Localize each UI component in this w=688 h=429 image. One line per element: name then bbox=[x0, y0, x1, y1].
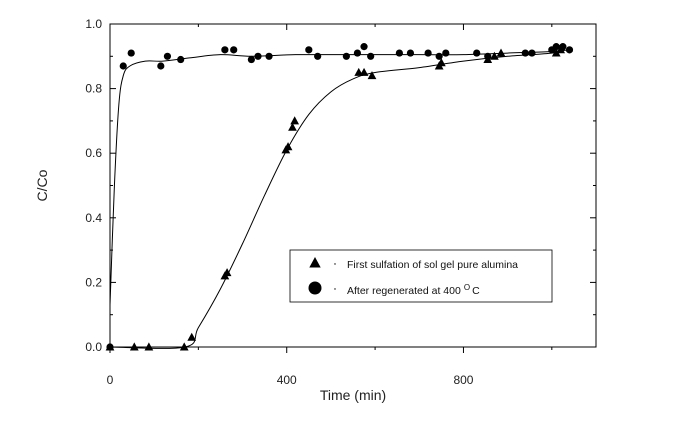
circle-point bbox=[528, 49, 536, 57]
circle-point bbox=[247, 55, 255, 64]
legend-line-dot bbox=[334, 263, 336, 265]
legend-box bbox=[289, 249, 553, 303]
circle-point bbox=[367, 52, 375, 60]
circle-point bbox=[552, 43, 560, 51]
triangle-point bbox=[288, 122, 297, 131]
circle-point bbox=[230, 46, 238, 54]
legend-entry-first-sulfation: First sulfation of sol gel pure alumina bbox=[347, 259, 518, 271]
data-points bbox=[105, 43, 574, 351]
circle-point bbox=[473, 49, 481, 57]
fit-curve-first-sulfation bbox=[109, 49, 566, 349]
triangle-point bbox=[144, 342, 154, 351]
circle-point bbox=[424, 49, 432, 57]
circle-point bbox=[342, 52, 350, 60]
axes: 0.0 0.2 0.4 0.6 0.8 1.0 0 400 800 bbox=[85, 17, 597, 387]
triangle-point bbox=[129, 342, 139, 351]
triangle-point bbox=[359, 67, 369, 76]
circle-point bbox=[565, 46, 574, 54]
circle-point bbox=[254, 52, 262, 60]
legend-unit: C bbox=[472, 285, 480, 297]
x-tick-label: 800 bbox=[453, 373, 473, 387]
triangle-point bbox=[187, 332, 197, 341]
circle-point bbox=[106, 343, 114, 351]
y-tick-label: 0.6 bbox=[85, 146, 102, 160]
circle-point bbox=[360, 43, 368, 51]
fit-curves bbox=[109, 49, 570, 349]
y-axis-title: C/Co bbox=[34, 169, 50, 201]
y-tick-label: 0.4 bbox=[85, 211, 102, 225]
circle-point bbox=[406, 49, 415, 57]
triangle-point bbox=[367, 71, 377, 80]
circle-point bbox=[435, 52, 443, 60]
circle-point bbox=[314, 52, 322, 60]
legend: First sulfation of sol gel pure alumina … bbox=[289, 249, 553, 303]
circle-point bbox=[127, 49, 135, 57]
y-tick-label: 0.8 bbox=[85, 82, 102, 96]
x-axis-title: Time (min) bbox=[320, 387, 386, 403]
circle-point bbox=[521, 49, 529, 57]
triangle-point bbox=[222, 268, 232, 277]
y-tick-label: 0.0 bbox=[85, 340, 102, 354]
circle-point bbox=[305, 46, 313, 54]
circle-point bbox=[119, 62, 127, 70]
triangle-point bbox=[436, 58, 446, 67]
triangle-point bbox=[290, 116, 300, 125]
circle-point bbox=[265, 52, 273, 60]
circle-point bbox=[221, 46, 229, 54]
circle-point bbox=[177, 55, 185, 64]
legend-circle-marker bbox=[308, 281, 322, 295]
circle-point bbox=[353, 49, 362, 57]
triangle-point bbox=[283, 142, 293, 151]
circle-point bbox=[484, 52, 492, 60]
circle-point bbox=[163, 52, 172, 60]
fit-curve-after-regenerated bbox=[109, 49, 570, 306]
legend-triangle-marker bbox=[309, 257, 321, 268]
triangle-point bbox=[496, 48, 506, 57]
legend-entry-after-regenerated: After regenerated at 400 O C bbox=[347, 283, 480, 297]
circle-point bbox=[157, 62, 165, 70]
triangle-point bbox=[179, 342, 189, 351]
y-tick-label: 0.2 bbox=[85, 275, 102, 289]
circle-point bbox=[559, 43, 567, 51]
circle-point bbox=[395, 49, 403, 57]
triangle-point bbox=[490, 51, 499, 60]
x-tick-label: 400 bbox=[277, 373, 297, 387]
legend-entry-after-regenerated-text: After regenerated at 400 bbox=[347, 285, 461, 297]
legend-line-dot bbox=[334, 288, 336, 290]
y-tick-label: 1.0 bbox=[85, 17, 102, 31]
legend-degree-superscript: O bbox=[464, 283, 470, 292]
x-tick-label: 0 bbox=[107, 373, 114, 387]
circle-point bbox=[442, 49, 450, 57]
triangle-point bbox=[551, 48, 561, 57]
